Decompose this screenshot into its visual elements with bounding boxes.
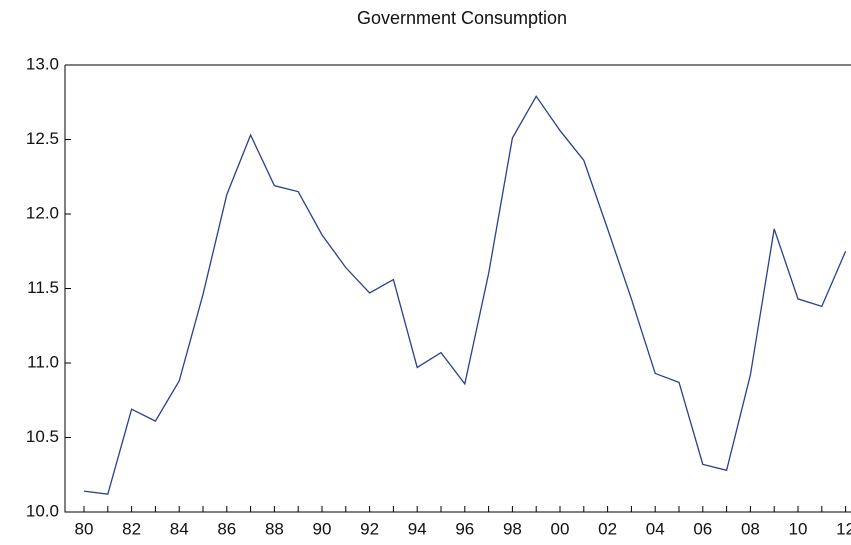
x-tick-label: 90 — [313, 519, 332, 538]
x-tick-label: 84 — [170, 519, 189, 538]
x-tick-label: 82 — [122, 519, 141, 538]
y-tick-label: 11.0 — [27, 352, 59, 371]
x-tick-label: 02 — [598, 519, 617, 538]
y-tick-label: 10.5 — [26, 427, 59, 446]
x-tick-label: 92 — [360, 519, 379, 538]
x-tick-label: 98 — [503, 519, 522, 538]
x-tick-label: 88 — [265, 519, 284, 538]
x-tick-label: 10 — [789, 519, 808, 538]
y-tick-label: 12.5 — [26, 129, 59, 148]
x-tick-label: 00 — [551, 519, 570, 538]
x-tick-label: 80 — [75, 519, 94, 538]
y-tick-label: 12.0 — [26, 203, 59, 222]
y-tick-label: 11.5 — [27, 278, 59, 297]
y-tick-label: 13.0 — [26, 54, 59, 73]
x-tick-label: 06 — [693, 519, 712, 538]
x-tick-label: 08 — [741, 519, 760, 538]
x-tick-label: 86 — [217, 519, 236, 538]
x-tick-label: 12 — [836, 519, 851, 538]
x-tick-label: 94 — [408, 519, 427, 538]
y-tick-label: 10.0 — [26, 501, 59, 520]
x-tick-label: 04 — [646, 519, 665, 538]
data-line — [83, 95, 847, 495]
x-tick-label: 96 — [455, 519, 474, 538]
chart-title: Government Consumption — [357, 8, 567, 28]
